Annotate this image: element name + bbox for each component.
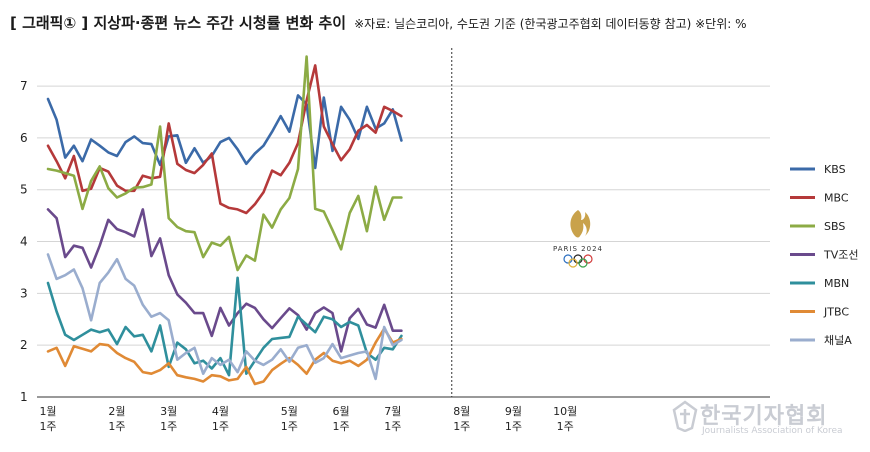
chart-title: [ 그래픽① ] 지상파·종편 뉴스 주간 시청률 변화 추이 ※자료: 닐슨코리…	[10, 12, 747, 33]
x-tick-sublabel: 1주	[557, 420, 574, 433]
y-tick-label: 6	[20, 131, 28, 145]
x-tick-sublabel: 1주	[333, 420, 350, 433]
x-tick-label: 3월	[160, 405, 177, 418]
legend-label: 채널A	[824, 334, 852, 347]
x-tick-label: 5월	[281, 405, 298, 418]
x-tick-label: 2월	[108, 405, 125, 418]
chart-title-text: [ 그래픽① ] 지상파·종편 뉴스 주간 시청률 변화 추이	[10, 14, 347, 32]
x-tick-sublabel: 1주	[505, 420, 522, 433]
y-tick-label: 3	[20, 286, 28, 300]
series-line-SBS	[46, 55, 403, 272]
paris-olympics-emblem: PARIS 2024	[553, 210, 603, 268]
x-tick-label: 8월	[453, 405, 470, 418]
y-tick-label: 5	[20, 183, 28, 197]
series-line-MBN	[46, 276, 403, 377]
chart-grid: 1 2 3 4 5 6 7	[20, 79, 770, 404]
chart-source-note: ※자료: 닐슨코리아, 수도권 기준 (한국광고주협회 데이터동향 참고) ※단…	[354, 17, 747, 31]
x-axis: 1월 1주 2월 1주 3월 1주 4월 1주 5월 1주 6월 1주 7월 1주 8월 1주 9월 1주 10월 1…	[37, 396, 770, 433]
legend-label: SBS	[824, 220, 845, 233]
chart-legend: KBS MBC SBS TV조선 MBN JTBC 채널A	[790, 163, 858, 347]
y-tick-label: 7	[20, 79, 28, 93]
watermark-name: 한국기자협회	[700, 404, 828, 429]
legend-label: JTBC	[823, 306, 849, 319]
x-tick-label: 4월	[212, 405, 229, 418]
legend-label: KBS	[824, 163, 846, 176]
olympic-flame-icon	[570, 210, 591, 238]
paris-2024-text: PARIS 2024	[553, 245, 603, 253]
x-tick-label: 6월	[333, 405, 350, 418]
legend-label: MBN	[824, 277, 849, 290]
series-line-JTBC	[46, 327, 403, 386]
series-line-채널A	[46, 253, 403, 381]
x-tick-sublabel: 1주	[384, 420, 401, 433]
x-tick-sublabel: 1주	[108, 420, 125, 433]
x-tick-label: 9월	[505, 405, 522, 418]
y-tick-label: 4	[20, 235, 28, 249]
legend-label: MBC	[824, 192, 849, 205]
watermark: 한국기자협회 Journalists Association of Korea	[672, 398, 862, 442]
x-tick-sublabel: 1주	[281, 420, 298, 433]
journalists-association-logo-icon	[672, 400, 698, 432]
y-tick-label: 1	[20, 390, 28, 404]
series-line-KBS	[46, 94, 403, 170]
x-tick-label: 7월	[384, 405, 401, 418]
x-tick-sublabel: 1주	[453, 420, 470, 433]
x-tick-sublabel: 1주	[160, 420, 177, 433]
watermark-subtitle: Journalists Association of Korea	[702, 426, 843, 436]
series-lines	[46, 55, 403, 386]
series-line-MBC	[46, 64, 403, 215]
series-line-TV조선	[46, 208, 403, 353]
x-tick-label: 10월	[553, 405, 577, 418]
x-tick-sublabel: 1주	[212, 420, 229, 433]
x-tick-sublabel: 1주	[39, 420, 56, 433]
olympic-rings-icon	[563, 254, 593, 268]
x-tick-label: 1월	[39, 405, 56, 418]
y-tick-label: 2	[20, 338, 28, 352]
legend-label: TV조선	[823, 249, 858, 262]
